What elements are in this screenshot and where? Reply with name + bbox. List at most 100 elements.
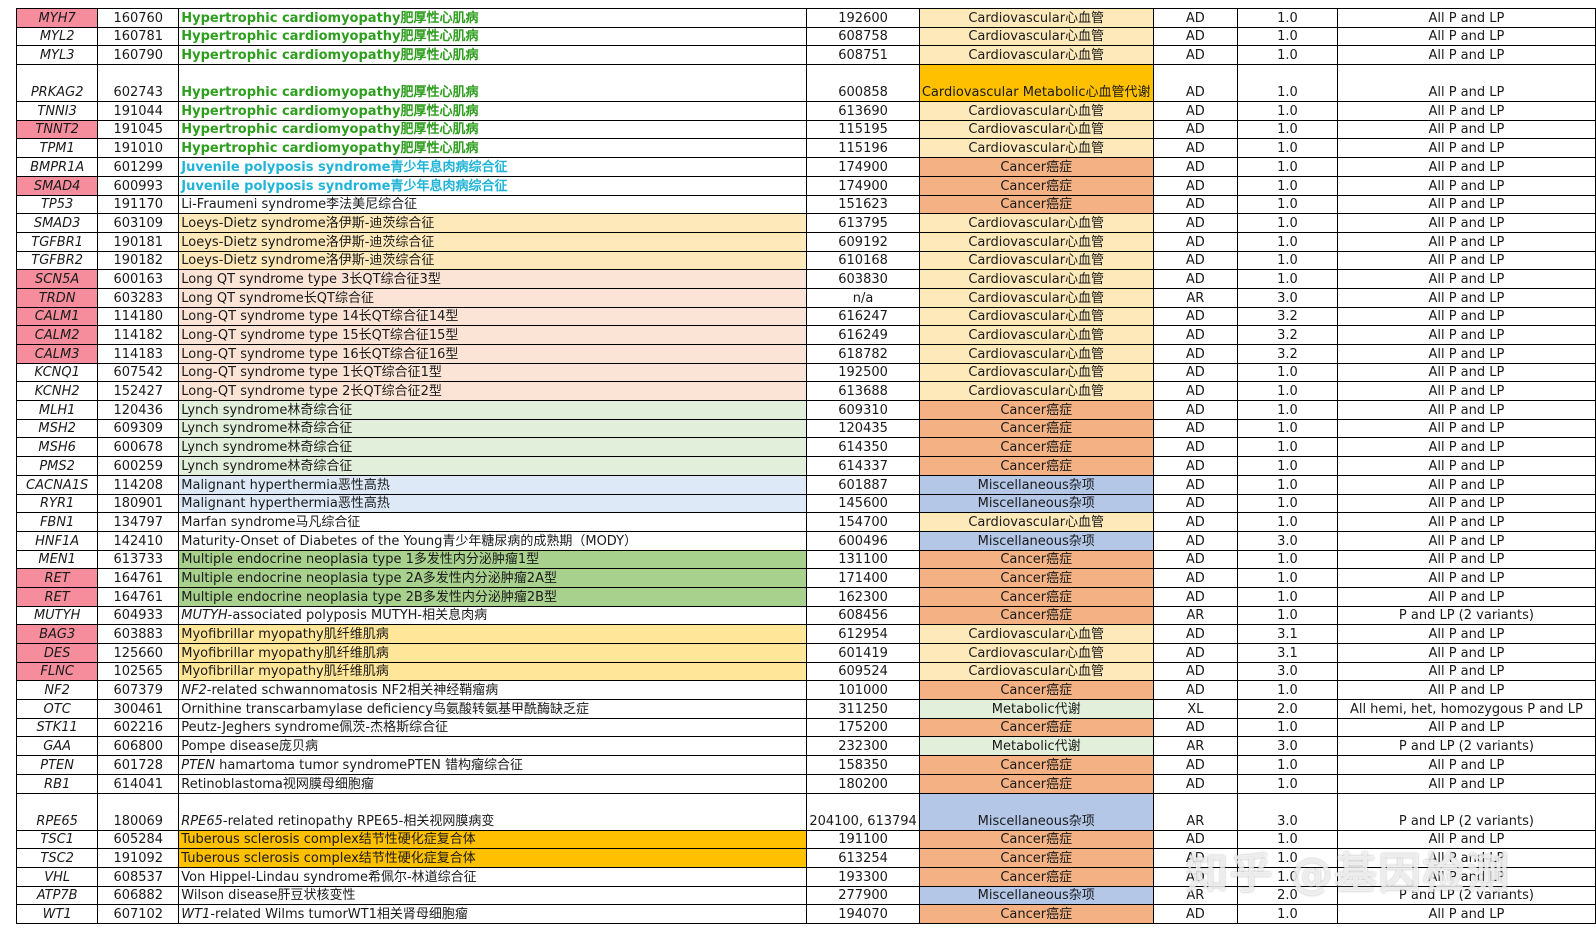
phenotype-mim-cell: 600858 bbox=[806, 64, 920, 103]
gene-cell: OTC bbox=[15, 699, 99, 719]
disease-cell: PTEN hamartoma tumor syndromePTEN 错构瘤综合征 bbox=[178, 755, 808, 775]
disease-text: Lynch syndrome林奇综合征 bbox=[181, 458, 353, 474]
gene-mim-cell: 601299 bbox=[97, 157, 180, 177]
table-row: VHL 608537 Von Hippel-Lindau syndrome希佩尔-林… bbox=[15, 866, 1596, 887]
phenotype-mim-cell: 151623 bbox=[806, 194, 920, 215]
phenotype-mim-cell: 601887 bbox=[806, 474, 920, 495]
report-cell: All P and LP bbox=[1336, 755, 1596, 775]
version-cell: 3.0 bbox=[1237, 736, 1338, 757]
inheritance-cell: AD bbox=[1152, 175, 1239, 196]
inheritance-cell: AD bbox=[1152, 194, 1239, 215]
category-cell: Cardiovascular心血管 bbox=[918, 512, 1154, 532]
disease-text: Von Hippel-Lindau syndrome希佩尔-林道综合征 bbox=[181, 869, 477, 885]
disease-cell: Li-Fraumeni syndrome李法美尼综合征 bbox=[178, 194, 808, 215]
category-cell: Cancer癌症 bbox=[918, 755, 1154, 775]
gene-mim-cell: 134797 bbox=[97, 512, 180, 532]
gene-mim-cell: 164761 bbox=[97, 568, 180, 588]
gene-cell: SCN5A bbox=[15, 269, 99, 289]
table-row: FBN1 134797 Marfan syndrome马凡综合征 154700 Card… bbox=[15, 512, 1596, 532]
inheritance-cell: AD bbox=[1152, 437, 1239, 458]
report-cell: P and LP (2 variants) bbox=[1336, 792, 1596, 831]
report-cell: All P and LP bbox=[1336, 474, 1596, 495]
gene-mim-cell: 114208 bbox=[97, 474, 180, 495]
gene-cell: PMS2 bbox=[15, 456, 99, 476]
report-cell: All P and LP bbox=[1336, 512, 1596, 532]
disease-text: Myofibrillar myopathy肌纤维肌病 bbox=[181, 627, 389, 642]
phenotype-mim-cell: 171400 bbox=[806, 568, 920, 588]
disease-text: Maturity-Onset of Diabetes of the Young青… bbox=[181, 533, 638, 549]
phenotype-mim-cell: 154700 bbox=[806, 512, 920, 532]
phenotype-mim-cell: 616249 bbox=[806, 325, 920, 345]
inheritance-cell: AD bbox=[1152, 661, 1239, 682]
report-cell: All P and LP bbox=[1336, 101, 1596, 121]
disease-text: Myofibrillar myopathy肌纤维肌病 bbox=[181, 645, 389, 661]
category-cell: Miscellaneous杂项 bbox=[918, 474, 1154, 495]
phenotype-mim-cell: 618782 bbox=[806, 344, 920, 364]
report-cell: P and LP (2 variants) bbox=[1336, 605, 1596, 626]
report-cell: All P and LP bbox=[1336, 26, 1596, 47]
phenotype-mim-cell: 101000 bbox=[806, 680, 920, 701]
version-cell: 1.0 bbox=[1237, 586, 1338, 607]
category-cell: Cancer癌症 bbox=[918, 866, 1154, 887]
gene-cell: TGFBR1 bbox=[15, 231, 99, 252]
version-cell: 1.0 bbox=[1237, 568, 1338, 588]
gene-cell: SMAD4 bbox=[15, 175, 99, 196]
report-cell: All P and LP bbox=[1336, 250, 1596, 271]
table-row: MLH1 120436 Lynch syndrome林奇综合征 609310 Cance… bbox=[15, 400, 1596, 420]
inheritance-cell: AD bbox=[1152, 45, 1239, 66]
category-cell: Cardiovascular心血管 bbox=[918, 119, 1154, 140]
version-cell: 1.0 bbox=[1237, 829, 1338, 850]
disease-gene-italic: WT1 bbox=[181, 906, 211, 922]
gene-mim-cell: 160760 bbox=[97, 8, 180, 28]
phenotype-mim-cell: 603830 bbox=[806, 269, 920, 289]
version-cell: 1.0 bbox=[1237, 456, 1338, 476]
disease-text: Loeys-Dietz syndrome洛伊斯-迪茨综合征 bbox=[181, 215, 435, 231]
report-cell: All P and LP bbox=[1336, 530, 1596, 551]
disease-text: Hypertrophic cardiomyopathy肥厚性心肌病 bbox=[181, 10, 479, 26]
inheritance-cell: AD bbox=[1152, 568, 1239, 588]
table-row: KCNH2 152427 Long-QT syndrome type 2长QT综合征… bbox=[15, 381, 1596, 402]
disease-cell: Lynch syndrome林奇综合征 bbox=[178, 456, 808, 476]
table-row: SMAD3 603109 Loeys-Dietz syndrome洛伊斯-迪茨综合征… bbox=[15, 213, 1596, 233]
disease-text: Hypertrophic cardiomyopathy肥厚性心肌病 bbox=[181, 141, 479, 157]
version-cell: 3.0 bbox=[1237, 287, 1338, 308]
disease-cell: Lynch syndrome林奇综合征 bbox=[178, 400, 808, 420]
gene-mim-cell: 160790 bbox=[97, 45, 180, 66]
gene-mim-cell: 114182 bbox=[97, 325, 180, 345]
category-cell: Cardiovascular心血管 bbox=[918, 250, 1154, 271]
table-row: PMS2 600259 Lynch syndrome林奇综合征 614337 Cance… bbox=[15, 456, 1596, 476]
disease-cell: Long-QT syndrome type 15长QT综合征15型 bbox=[178, 325, 808, 345]
gene-mim-cell: 607379 bbox=[97, 680, 180, 701]
gene-cell: MUTYH bbox=[15, 605, 99, 626]
report-cell: All P and LP bbox=[1336, 381, 1596, 402]
inheritance-cell: AD bbox=[1152, 866, 1239, 887]
report-cell: All P and LP bbox=[1336, 287, 1596, 308]
gene-cell: TSC2 bbox=[15, 848, 99, 868]
version-cell: 1.0 bbox=[1237, 549, 1338, 570]
version-cell: 1.0 bbox=[1237, 381, 1338, 402]
inheritance-cell: AD bbox=[1152, 231, 1239, 252]
disease-cell: Wilson disease肝豆状核变性 bbox=[178, 885, 808, 906]
gene-cell: MSH6 bbox=[15, 437, 99, 458]
report-cell: All P and LP bbox=[1336, 400, 1596, 420]
gene-mim-cell: 190182 bbox=[97, 250, 180, 271]
report-cell: All P and LP bbox=[1336, 643, 1596, 663]
category-cell: Cancer癌症 bbox=[918, 605, 1154, 626]
table-row: DES 125660 Myofibrillar myopathy肌纤维肌病 60141… bbox=[15, 643, 1596, 663]
inheritance-cell: AR bbox=[1152, 792, 1239, 831]
disease-gene-italic: PTEN bbox=[181, 757, 215, 773]
disease-text: Loeys-Dietz syndrome洛伊斯-迪茨综合征 bbox=[181, 234, 435, 250]
inheritance-cell: AD bbox=[1152, 512, 1239, 532]
category-cell: Cancer癌症 bbox=[918, 456, 1154, 476]
version-cell: 1.0 bbox=[1237, 64, 1338, 103]
version-cell: 1.0 bbox=[1237, 362, 1338, 383]
gene-mim-cell: 604933 bbox=[97, 605, 180, 626]
report-cell: All P and LP bbox=[1336, 231, 1596, 252]
phenotype-mim-cell: 131100 bbox=[806, 549, 920, 570]
phenotype-mim-cell: 277900 bbox=[806, 885, 920, 906]
report-cell: All P and LP bbox=[1336, 418, 1596, 439]
phenotype-mim-cell: 613690 bbox=[806, 101, 920, 121]
version-cell: 2.0 bbox=[1237, 885, 1338, 906]
phenotype-mim-cell: 145600 bbox=[806, 493, 920, 514]
gene-cell: BMPR1A bbox=[15, 157, 99, 177]
